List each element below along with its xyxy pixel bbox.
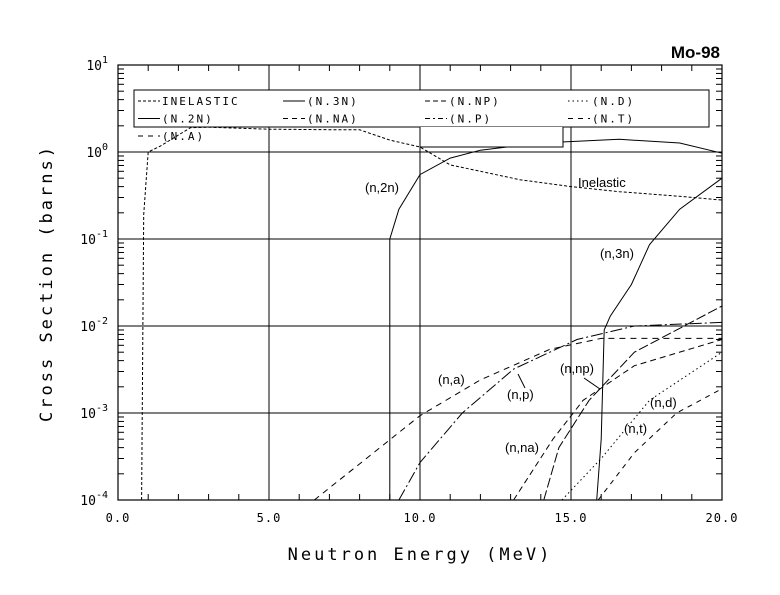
- y-tick-label: 10-3: [80, 403, 108, 422]
- x-tick-label: 20.0: [706, 511, 739, 525]
- legend-entry: (N.P): [449, 113, 492, 126]
- legend-entry: (N.T): [592, 113, 635, 126]
- series-nt: [597, 388, 723, 501]
- curve-label: Inelastic: [578, 175, 626, 190]
- curve-label: (n,d): [650, 395, 677, 410]
- legend-box-extension: [419, 127, 564, 148]
- y-tick-label: 101: [86, 55, 108, 74]
- legend-entry: (N.NA): [307, 113, 359, 126]
- series-nna: [513, 339, 723, 501]
- curve-label: (n,na): [505, 440, 539, 455]
- curve-label: (n,t): [624, 421, 647, 436]
- curve-label: (n,3n): [600, 246, 634, 261]
- x-axis-label: Neutron Energy (MeV): [288, 545, 553, 565]
- curve-label: (n,np): [560, 361, 594, 376]
- series-np: [398, 321, 723, 501]
- series-na: [313, 337, 722, 501]
- y-tick-label: 10-2: [80, 316, 108, 335]
- legend-entry: (N.2N): [162, 113, 214, 126]
- y-tick-label: 100: [86, 142, 108, 161]
- x-tick-label: 10.0: [404, 511, 437, 525]
- y-axis-label: Cross Section (barns): [37, 144, 57, 422]
- x-tick-label: 15.0: [555, 511, 588, 525]
- series-Inelastic: [141, 126, 723, 501]
- series-n3n: [596, 177, 723, 501]
- chart-title: Mo-98: [671, 43, 720, 62]
- curve-label: (n,a): [438, 372, 465, 387]
- series-nnp: [543, 305, 723, 501]
- curve-label: (n,p): [507, 387, 534, 402]
- legend-entry: INELASTIC: [162, 95, 240, 108]
- curve-label: (n,2n): [365, 180, 399, 195]
- legend-box: [133, 89, 710, 128]
- leader-line: [583, 377, 601, 390]
- legend-entry: (N.D): [592, 95, 635, 108]
- leader-line: [517, 373, 526, 389]
- legend-entry: (N.3N): [307, 95, 359, 108]
- legend-entry: (N.A): [162, 130, 205, 143]
- legend-entry: (N.NP): [449, 95, 501, 108]
- x-tick-label: 5.0: [257, 511, 282, 525]
- y-tick-label: 10-1: [80, 229, 108, 248]
- series-n2n: [389, 138, 723, 500]
- y-tick-label: 10-4: [80, 490, 108, 509]
- x-tick-label: 0.0: [106, 511, 131, 525]
- series-nd: [561, 351, 723, 501]
